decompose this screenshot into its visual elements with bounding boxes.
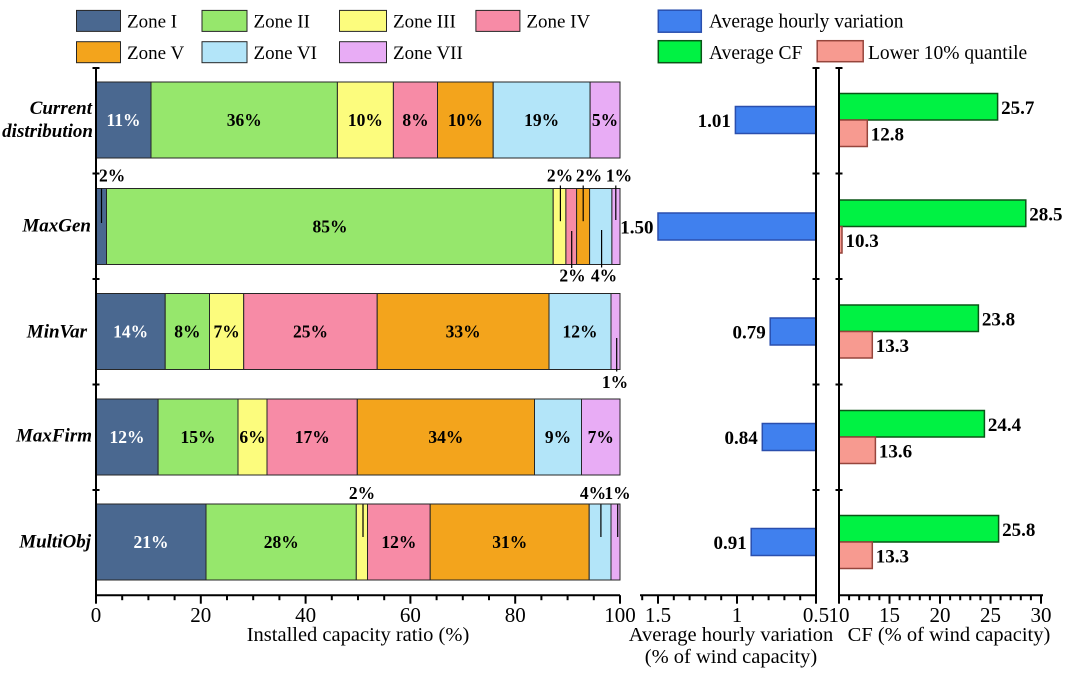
svg-text:MinVar: MinVar (26, 321, 88, 342)
svg-text:6%: 6% (239, 427, 265, 447)
svg-text:12%: 12% (381, 532, 416, 552)
svg-text:2%: 2% (547, 166, 573, 186)
svg-text:Zone I: Zone I (127, 12, 177, 33)
svg-text:CF (% of wind capacity): CF (% of wind capacity) (848, 624, 1051, 646)
svg-text:85%: 85% (313, 217, 348, 237)
svg-text:1: 1 (732, 603, 743, 627)
svg-text:0.79: 0.79 (732, 323, 765, 344)
svg-text:34%: 34% (428, 427, 463, 447)
svg-text:31%: 31% (492, 532, 527, 552)
svg-text:MaxGen: MaxGen (21, 216, 91, 237)
svg-text:Zone III: Zone III (393, 12, 456, 33)
svg-text:0.84: 0.84 (725, 428, 759, 449)
svg-text:Zone II: Zone II (254, 12, 310, 33)
svg-text:21%: 21% (134, 532, 169, 552)
svg-text:10%: 10% (448, 110, 483, 130)
svg-text:Current: Current (30, 98, 93, 119)
svg-text:10.3: 10.3 (846, 231, 879, 252)
svg-text:Average CF: Average CF (709, 43, 802, 64)
svg-text:13.6: 13.6 (879, 441, 912, 462)
svg-text:Zone VI: Zone VI (254, 43, 318, 64)
svg-text:MaxFirm: MaxFirm (15, 426, 92, 447)
svg-text:1%: 1% (606, 166, 632, 186)
svg-text:2%: 2% (576, 166, 602, 186)
svg-text:2%: 2% (559, 266, 585, 286)
svg-text:15: 15 (879, 603, 900, 627)
svg-text:12%: 12% (110, 427, 145, 447)
svg-text:13.3: 13.3 (876, 336, 909, 357)
svg-text:8%: 8% (402, 110, 428, 130)
svg-text:10%: 10% (348, 110, 383, 130)
svg-text:24.4: 24.4 (988, 415, 1022, 436)
svg-text:1.50: 1.50 (620, 218, 653, 239)
svg-text:33%: 33% (446, 322, 481, 342)
svg-text:60: 60 (400, 603, 421, 627)
svg-text:19%: 19% (524, 110, 559, 130)
svg-text:8%: 8% (174, 322, 200, 342)
svg-text:5%: 5% (592, 110, 618, 130)
svg-text:Zone VII: Zone VII (393, 43, 463, 64)
svg-text:11%: 11% (106, 110, 140, 130)
svg-text:7%: 7% (588, 427, 614, 447)
svg-text:25.7: 25.7 (1001, 98, 1035, 119)
svg-text:Zone V: Zone V (127, 43, 184, 64)
svg-text:7%: 7% (213, 322, 239, 342)
svg-text:13.3: 13.3 (876, 546, 909, 567)
svg-text:Zone IV: Zone IV (526, 12, 590, 33)
svg-text:1%: 1% (604, 483, 630, 503)
svg-text:9%: 9% (545, 427, 571, 447)
svg-text:1.01: 1.01 (698, 111, 731, 132)
svg-text:2%: 2% (99, 166, 125, 186)
svg-text:0.91: 0.91 (713, 533, 746, 554)
svg-text:28%: 28% (264, 532, 299, 552)
svg-text:23.8: 23.8 (982, 310, 1015, 331)
svg-text:0: 0 (91, 603, 102, 627)
svg-text:1.5: 1.5 (645, 603, 671, 627)
svg-text:4%: 4% (591, 266, 617, 286)
svg-text:10: 10 (829, 603, 850, 627)
svg-text:40: 40 (295, 603, 316, 627)
svg-text:0.5: 0.5 (803, 603, 829, 627)
svg-text:28.5: 28.5 (1029, 205, 1062, 226)
svg-text:17%: 17% (295, 427, 330, 447)
svg-text:100: 100 (604, 603, 636, 627)
svg-text:2%: 2% (349, 483, 375, 503)
svg-text:1%: 1% (602, 372, 628, 392)
svg-text:20: 20 (190, 603, 211, 627)
svg-text:15%: 15% (181, 427, 216, 447)
svg-text:4%: 4% (580, 483, 606, 503)
svg-text:distribution: distribution (2, 121, 93, 142)
svg-text:Lower 10% quantile: Lower 10% quantile (868, 43, 1027, 64)
svg-text:MultiObj: MultiObj (18, 532, 92, 553)
svg-text:25: 25 (980, 603, 1001, 627)
svg-text:30: 30 (1031, 603, 1052, 627)
svg-text:20: 20 (930, 603, 951, 627)
svg-text:(% of wind capacity): (% of wind capacity) (645, 646, 817, 668)
svg-text:Installed capacity ratio (%): Installed capacity ratio (%) (247, 624, 470, 646)
svg-text:12.8: 12.8 (871, 124, 904, 145)
svg-text:12%: 12% (563, 322, 598, 342)
svg-text:80: 80 (505, 603, 526, 627)
svg-text:14%: 14% (113, 322, 148, 342)
svg-text:Average hourly variation: Average hourly variation (629, 624, 834, 646)
svg-text:25.8: 25.8 (1002, 520, 1035, 541)
svg-text:Average hourly variation: Average hourly variation (709, 12, 904, 33)
svg-text:25%: 25% (293, 322, 328, 342)
svg-text:36%: 36% (227, 110, 262, 130)
